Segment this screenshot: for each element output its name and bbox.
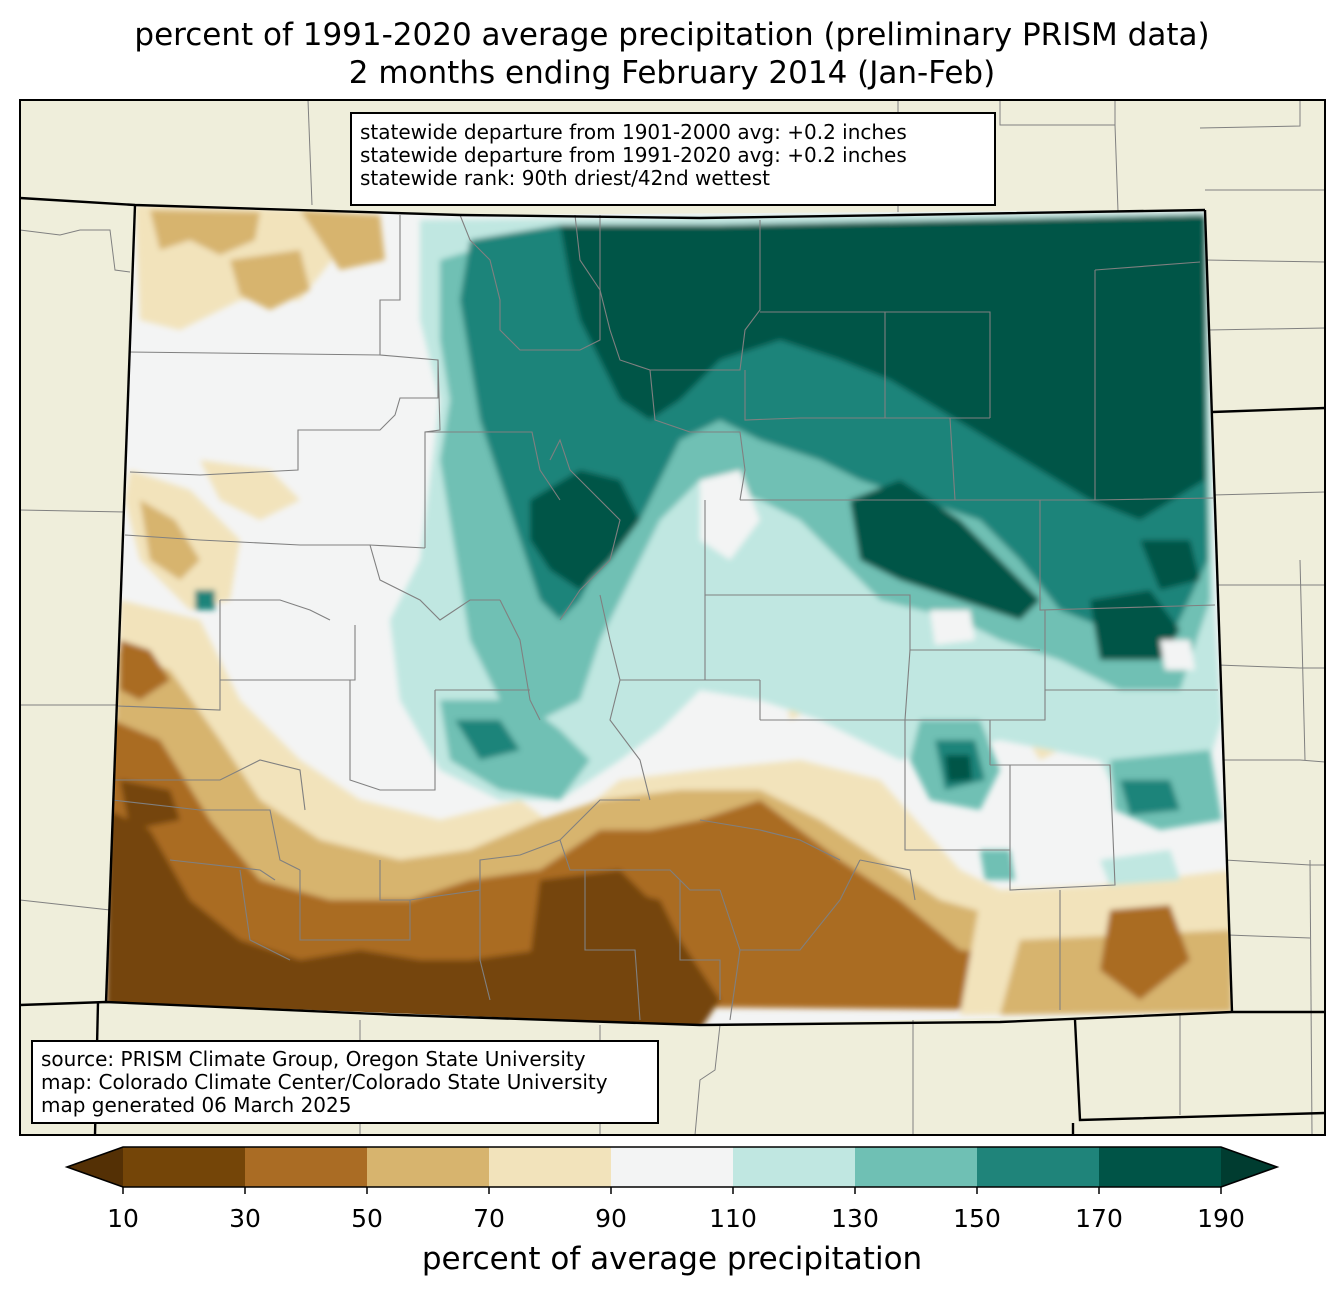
colorbar-tick-label: 50	[351, 1204, 383, 1233]
colorbar-extend-low	[67, 1147, 123, 1187]
map-frame	[19, 99, 1326, 1136]
county-lines	[111, 214, 1218, 1021]
source-generated-date: map generated 06 March 2025	[41, 1093, 352, 1117]
colorbar-bin	[245, 1147, 368, 1187]
source-map-credit: map: Colorado Climate Center/Colorado St…	[41, 1070, 608, 1094]
stats-departure-1901: statewide departure from 1901-2000 avg: …	[360, 120, 907, 144]
precipitation-field	[106, 205, 1232, 1025]
colorbar-bin	[733, 1147, 856, 1187]
source-box: source: PRISM Climate Group, Oregon Stat…	[31, 1040, 659, 1124]
colorbar-tick-label: 190	[1197, 1204, 1245, 1233]
colorbar-tick-label: 170	[1075, 1204, 1123, 1233]
colorbar-tick-label: 150	[953, 1204, 1001, 1233]
source-prism: source: PRISM Climate Group, Oregon Stat…	[41, 1047, 586, 1071]
state-borders	[19, 196, 1326, 1136]
map-title-line2: 2 months ending February 2014 (Jan-Feb)	[348, 55, 996, 91]
colorbar-bin	[1099, 1147, 1222, 1187]
stats-rank: statewide rank: 90th driest/42nd wettest	[360, 166, 770, 190]
colorbar-tick-label: 10	[107, 1204, 139, 1233]
colorbar	[64, 1146, 1280, 1194]
stats-departure-1991: statewide departure from 1991-2020 avg: …	[360, 143, 907, 167]
colorbar-bin	[367, 1147, 490, 1187]
colorbar-bin	[123, 1147, 246, 1187]
colorbar-tick-label: 70	[473, 1204, 505, 1233]
colorbar-extend-high	[1221, 1147, 1277, 1187]
colorbar-tick-label: 130	[831, 1204, 879, 1233]
colorbar-label: percent of average precipitation	[421, 1241, 923, 1277]
colorbar-tick-label: 90	[595, 1204, 627, 1233]
colorbar-bin	[855, 1147, 978, 1187]
colorbar-tick-label: 30	[229, 1204, 261, 1233]
colorbar-bin	[977, 1147, 1100, 1187]
map-title-line1: percent of 1991-2020 average precipitati…	[134, 17, 1210, 53]
statewide-stats-box: statewide departure from 1901-2000 avg: …	[350, 112, 996, 206]
colorbar-bin	[611, 1147, 734, 1187]
colorbar-bin	[489, 1147, 612, 1187]
colorbar-tick-label: 110	[709, 1204, 757, 1233]
